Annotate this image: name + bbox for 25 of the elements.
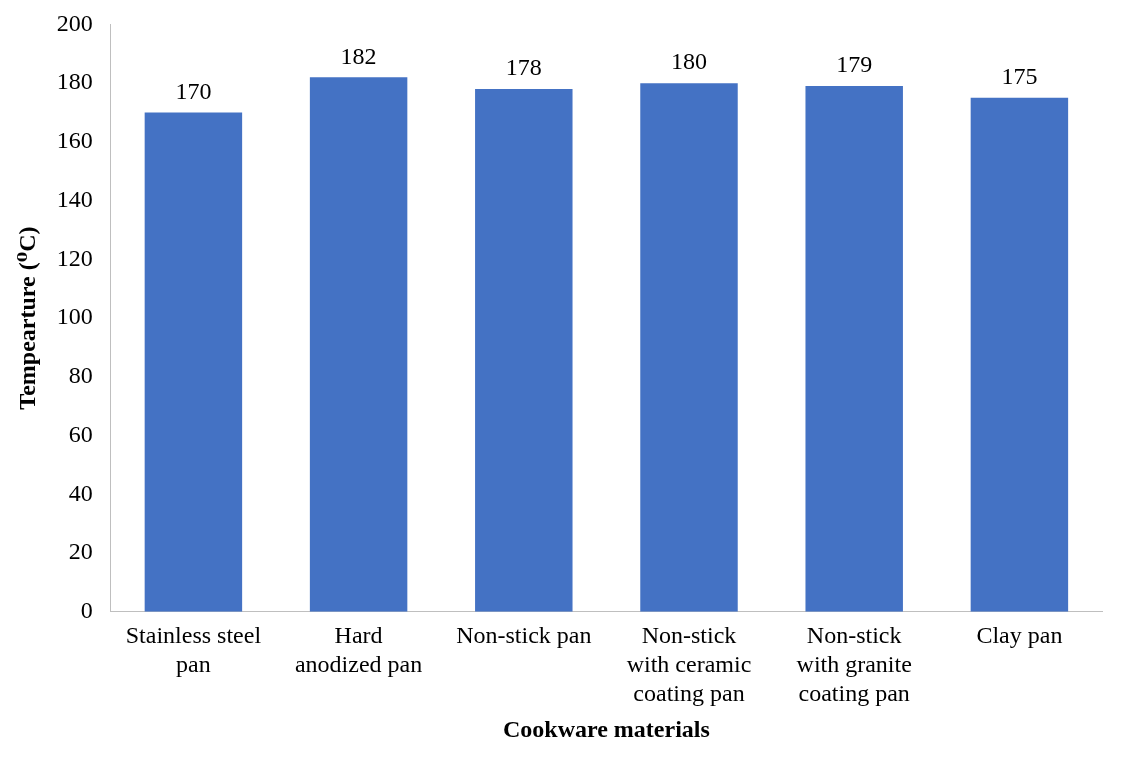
data-label: 178 (505, 54, 542, 81)
x-axis-title: Cookware materials (502, 715, 710, 742)
y-tick-label: 80 (68, 362, 93, 389)
y-tick-label: 40 (68, 479, 93, 506)
y-tick-label: 140 (56, 185, 93, 212)
data-label: 179 (836, 51, 873, 78)
y-tick-label: 120 (56, 244, 93, 271)
y-tick-label: 60 (68, 420, 93, 447)
y-axis-title: Tempearture (⁰C) (13, 226, 40, 410)
data-label: 182 (340, 42, 377, 69)
y-tick-label: 200 (56, 9, 93, 36)
data-label: 180 (671, 48, 707, 75)
y-tick-label: 180 (56, 68, 93, 95)
x-tick-label: Non-stick with ceramic coating pan (626, 622, 752, 707)
data-label: 175 (1001, 63, 1038, 90)
y-tick-label: 0 (80, 597, 93, 624)
x-tick-label: Stainless steel pan (125, 622, 262, 678)
x-tick-label: Non-stick pan (456, 622, 592, 649)
x-tick-label: Non-stick with granite coating pan (796, 622, 912, 707)
y-tick-label: 20 (68, 538, 93, 565)
data-label: 170 (175, 77, 212, 104)
y-tick-label: 160 (56, 127, 93, 154)
y-tick-label: 100 (56, 303, 93, 330)
x-tick-label: Clay pan (976, 622, 1063, 649)
x-tick-label: Hard anodized pan (294, 622, 423, 678)
